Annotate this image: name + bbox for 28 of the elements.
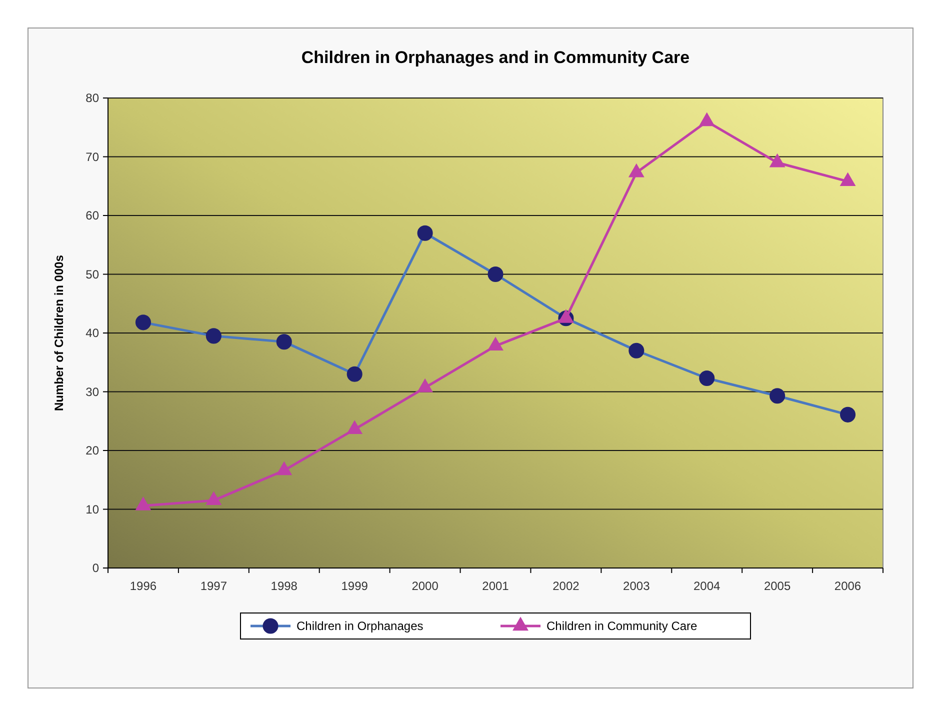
x-tick-label: 2001 <box>482 579 510 593</box>
y-tick-label: 70 <box>86 150 100 164</box>
point <box>698 112 715 126</box>
chart-title: Children in Orphanages and in Community Care <box>301 48 690 67</box>
x-tick-label: 1998 <box>270 579 298 593</box>
y-tick-label: 0 <box>92 561 100 576</box>
legend-label: Children in Orphanages <box>296 619 424 634</box>
x-tick-label: 1999 <box>341 579 368 593</box>
x-tick-label: 2004 <box>694 579 721 593</box>
x-tick-label: 1996 <box>130 579 157 593</box>
y-tick-label: 60 <box>86 208 100 223</box>
point <box>840 172 856 186</box>
y-tick-label: 10 <box>86 502 100 516</box>
x-tick-label: 2006 <box>834 579 862 593</box>
y-tick-label: 80 <box>86 91 100 106</box>
y-tick-label: 40 <box>86 326 100 340</box>
legend-label: Children in Community Care <box>546 619 698 634</box>
y-axis-title: Number of Children in 000s <box>52 254 66 412</box>
x-tick-label: 2002 <box>552 579 580 593</box>
x-tick-label: 1997 <box>200 579 228 593</box>
y-tick-label: 30 <box>86 384 100 399</box>
x-tick-label: 2003 <box>623 579 650 593</box>
point <box>769 153 786 168</box>
x-tick-label: 2000 <box>412 579 439 593</box>
x-tick-label: 2005 <box>764 579 791 593</box>
point <box>628 163 644 178</box>
y-tick-label: 50 <box>86 267 100 282</box>
y-tick-label: 20 <box>86 444 100 458</box>
